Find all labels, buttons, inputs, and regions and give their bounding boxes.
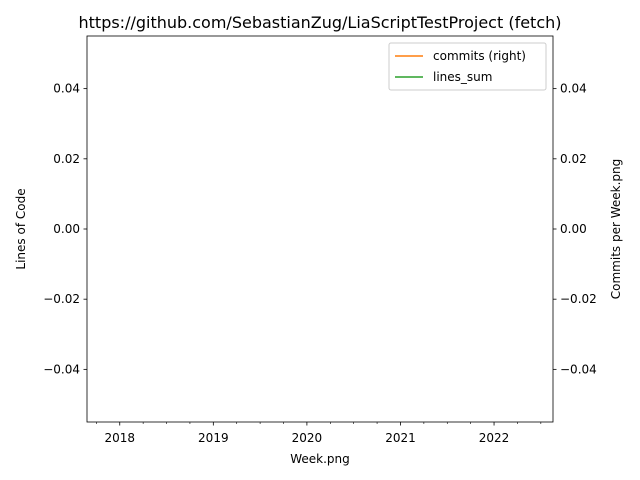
legend-label-commits: commits (right) (433, 49, 526, 63)
y-tick-label-left: 0.00 (53, 222, 80, 236)
y-tick-label-left: −0.04 (43, 362, 80, 376)
y-tick-label-right: 0.02 (560, 152, 587, 166)
y-tick-label-left: 0.02 (53, 152, 80, 166)
right-y-axis: 0.04 0.02 0.00 −0.02 −0.04 (553, 82, 597, 376)
y-tick-label-right: 0.04 (560, 82, 587, 96)
y-tick-label-right: 0.00 (560, 222, 587, 236)
x-tick-label: 2021 (385, 431, 416, 445)
y-axis-label-left: Lines of Code (14, 188, 28, 269)
x-tick-label: 2019 (198, 431, 229, 445)
x-tick-label: 2020 (292, 431, 323, 445)
y-axis-label-right: Commits per Week.png (609, 159, 623, 299)
y-tick-label-left: −0.02 (43, 292, 80, 306)
y-tick-label-right: −0.02 (560, 292, 597, 306)
legend: commits (right) lines_sum (388, 42, 547, 91)
x-tick-label: 2022 (479, 431, 510, 445)
x-axis: 2018 2019 2020 2021 2022 (96, 422, 542, 445)
x-tick-label: 2018 (104, 431, 135, 445)
x-axis-label: Week.png (290, 452, 350, 466)
y-tick-label-left: 0.04 (53, 82, 80, 96)
legend-label-lines-sum: lines_sum (433, 70, 492, 84)
chart-title: https://github.com/SebastianZug/LiaScrip… (79, 13, 562, 32)
legend-frame (388, 42, 547, 91)
y-tick-label-right: −0.04 (560, 362, 597, 376)
left-y-axis: 0.04 0.02 0.00 −0.02 −0.04 (43, 82, 87, 376)
